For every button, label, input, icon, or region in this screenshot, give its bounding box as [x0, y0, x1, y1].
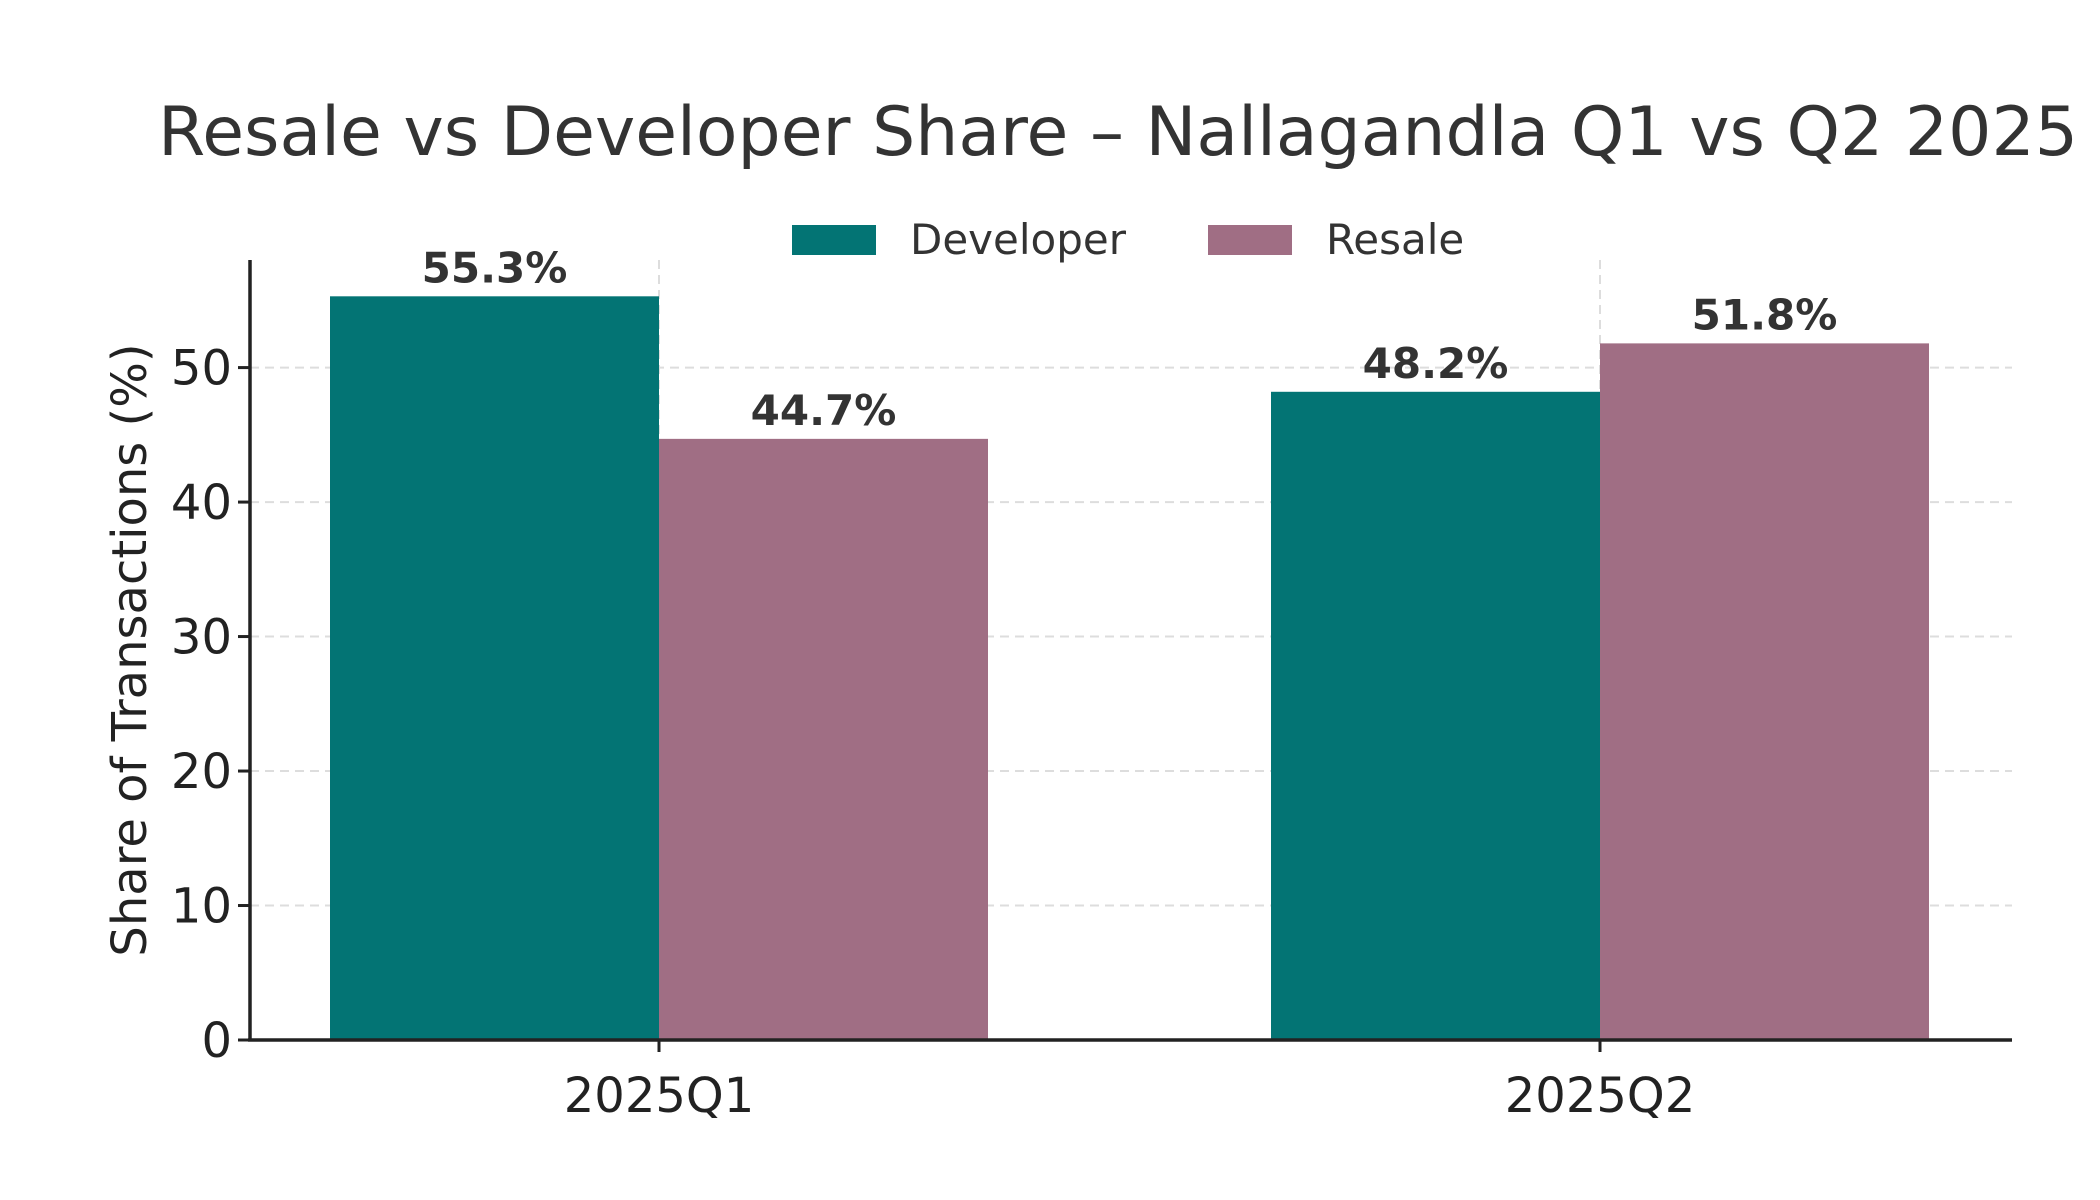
chart-title: Resale vs Developer Share – Nallagandla … [158, 93, 2078, 172]
value-label-resale-2025Q1: 44.7% [751, 386, 897, 435]
value-label-developer-2025Q2: 48.2% [1363, 339, 1509, 388]
bar-resale-2025Q2 [1600, 343, 1929, 1041]
x-tick-label-2025Q2: 2025Q2 [1505, 1068, 1695, 1124]
y-tick-label: 20 [171, 744, 232, 800]
bar-resale-2025Q1 [659, 438, 988, 1040]
y-tick-label: 0 [201, 1013, 232, 1069]
value-label-resale-2025Q2: 51.8% [1692, 290, 1838, 339]
bar-developer-2025Q1 [330, 296, 659, 1041]
y-axis-label: Share of Transactions (%) [102, 343, 158, 956]
y-tick-label: 50 [171, 341, 232, 397]
y-tick-label: 30 [171, 610, 232, 666]
axes [248, 260, 2012, 1042]
bars [330, 296, 1929, 1041]
y-tick-label: 40 [171, 475, 232, 531]
legend-label-developer: Developer [910, 215, 1127, 264]
legend: Developer Resale [792, 215, 1464, 264]
value-labels: 55.3% 48.2% 44.7% 51.8% [422, 243, 1838, 435]
axis-ticks: 0 10 20 30 40 50 2025Q1 2025Q2 [171, 341, 1695, 1124]
legend-swatch-developer [792, 225, 876, 255]
x-tick-label-2025Q1: 2025Q1 [564, 1068, 754, 1124]
legend-swatch-resale [1208, 225, 1292, 255]
value-label-developer-2025Q1: 55.3% [422, 243, 568, 292]
bar-developer-2025Q2 [1271, 391, 1600, 1040]
legend-label-resale: Resale [1326, 215, 1464, 264]
y-tick-label: 10 [171, 879, 232, 935]
